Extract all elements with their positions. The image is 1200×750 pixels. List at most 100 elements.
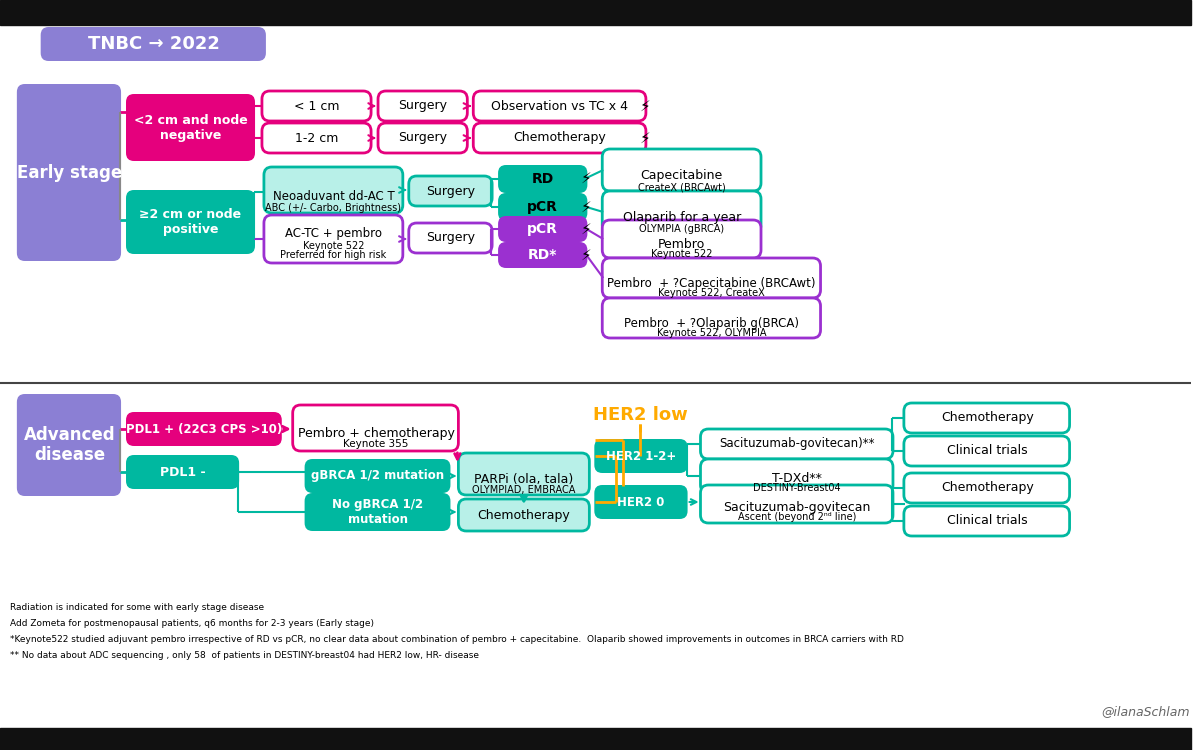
Text: RD: RD [532,172,554,186]
FancyBboxPatch shape [305,493,450,531]
Text: Keynote 355: Keynote 355 [343,439,409,449]
Text: gBRCA 1/2 mutation: gBRCA 1/2 mutation [312,470,444,482]
FancyBboxPatch shape [904,403,1069,433]
Text: Advanced
disease: Advanced disease [24,425,115,464]
Text: PARPi (ola, tala): PARPi (ola, tala) [474,472,574,485]
Text: Sacituzumab-govitecan: Sacituzumab-govitecan [724,500,870,514]
Text: Chemotherapy: Chemotherapy [941,482,1033,494]
FancyBboxPatch shape [126,412,282,446]
Text: Sacituzumab-govitecan)**: Sacituzumab-govitecan)** [719,437,875,451]
Text: Radiation is indicated for some with early stage disease: Radiation is indicated for some with ear… [10,604,264,613]
FancyBboxPatch shape [409,223,492,253]
Text: ≥2 cm or node
positive: ≥2 cm or node positive [139,208,241,236]
Text: Chemotherapy: Chemotherapy [478,509,570,521]
Text: Pembro: Pembro [658,238,706,250]
Text: Capecitabine: Capecitabine [641,170,722,182]
FancyBboxPatch shape [498,193,587,221]
FancyBboxPatch shape [904,506,1069,536]
Text: Observation vs TC x 4: Observation vs TC x 4 [491,100,628,112]
Text: Early stage: Early stage [17,164,122,182]
FancyBboxPatch shape [594,439,688,473]
FancyBboxPatch shape [305,459,450,493]
FancyBboxPatch shape [498,216,587,242]
FancyBboxPatch shape [264,215,403,263]
Text: Pembro  + ?Olaparib g(BRCA): Pembro + ?Olaparib g(BRCA) [624,316,799,329]
Bar [0,728,1190,750]
FancyBboxPatch shape [602,298,821,338]
Text: Keynote 522: Keynote 522 [650,249,713,259]
Text: pCR: pCR [527,222,558,236]
FancyBboxPatch shape [17,84,121,261]
FancyBboxPatch shape [262,91,371,121]
Text: Clinical trials: Clinical trials [947,514,1027,527]
Text: DESTINY-Breast04: DESTINY-Breast04 [752,483,840,493]
Text: Clinical trials: Clinical trials [947,445,1027,458]
Text: 1-2 cm: 1-2 cm [295,131,338,145]
Text: <2 cm and node
negative: <2 cm and node negative [133,114,247,142]
Text: T-DXd**: T-DXd** [772,472,822,484]
Text: Keynote 522: Keynote 522 [302,241,364,251]
Text: AC-TC + pembro: AC-TC + pembro [284,227,382,241]
Text: ⚡: ⚡ [581,200,592,214]
Text: pCR: pCR [527,200,558,214]
FancyBboxPatch shape [602,149,761,191]
Bar [0,0,1190,25]
Text: ⚡: ⚡ [581,170,592,185]
Text: Preferred for high risk: Preferred for high risk [281,250,386,260]
Text: Pembro + chemotherapy: Pembro + chemotherapy [298,427,455,439]
FancyBboxPatch shape [409,176,492,206]
Text: ** No data about ADC sequencing , only 58  of patients in DESTINY-breast04 had H: ** No data about ADC sequencing , only 5… [10,652,479,661]
Text: PDL1 -: PDL1 - [160,466,205,478]
Text: HER2 1-2+: HER2 1-2+ [606,449,676,463]
Text: Keynote 522, CreateX: Keynote 522, CreateX [658,288,764,298]
FancyBboxPatch shape [126,455,239,489]
Text: Surgery: Surgery [398,100,448,112]
Text: Neoaduvant dd-AC T: Neoaduvant dd-AC T [272,190,395,203]
Text: OLYMPIA (gBRCA): OLYMPIA (gBRCA) [640,224,724,234]
FancyBboxPatch shape [701,485,893,523]
FancyBboxPatch shape [262,123,371,153]
Text: CreateX (BRCAwt): CreateX (BRCAwt) [637,182,726,192]
Text: *Keynote522 studied adjuvant pembro irrespective of RD vs pCR, no clear data abo: *Keynote522 studied adjuvant pembro irre… [10,635,904,644]
FancyBboxPatch shape [41,27,266,61]
FancyBboxPatch shape [594,485,688,519]
Text: Chemotherapy: Chemotherapy [514,131,606,145]
Text: Surgery: Surgery [398,131,448,145]
Text: ⚡: ⚡ [640,98,650,113]
FancyBboxPatch shape [602,191,761,233]
FancyBboxPatch shape [126,190,254,254]
Text: No gBRCA 1/2
mutation: No gBRCA 1/2 mutation [332,498,424,526]
FancyBboxPatch shape [473,123,646,153]
Text: HER2 0: HER2 0 [617,496,665,508]
Text: OLYMPIAD, EMBRACA: OLYMPIAD, EMBRACA [472,485,576,495]
FancyBboxPatch shape [602,220,761,258]
Text: PDL1 + (22C3 CPS >10): PDL1 + (22C3 CPS >10) [126,422,282,436]
FancyBboxPatch shape [378,91,467,121]
Text: @ilanaSchlam: @ilanaSchlam [1102,706,1190,718]
Text: Ascent (beyond 2ⁿᵈ line): Ascent (beyond 2ⁿᵈ line) [738,512,856,522]
FancyBboxPatch shape [458,453,589,495]
FancyBboxPatch shape [293,405,458,451]
Text: Chemotherapy: Chemotherapy [941,412,1033,424]
FancyBboxPatch shape [378,123,467,153]
FancyBboxPatch shape [498,165,587,193]
FancyBboxPatch shape [701,459,893,493]
Text: Surgery: Surgery [426,232,475,244]
FancyBboxPatch shape [264,167,403,213]
FancyBboxPatch shape [904,436,1069,466]
Text: ⚡: ⚡ [581,248,592,262]
Text: ⚡: ⚡ [640,130,650,146]
Text: Surgery: Surgery [426,184,475,197]
Text: Add Zometa for postmenopausal patients, q6 months for 2-3 years (Early stage): Add Zometa for postmenopausal patients, … [10,620,374,628]
Text: < 1 cm: < 1 cm [294,100,340,112]
Text: HER2 low: HER2 low [593,406,688,424]
FancyBboxPatch shape [17,394,121,496]
FancyBboxPatch shape [458,499,589,531]
Text: Olaparib for a year: Olaparib for a year [623,211,740,224]
Text: ABC (+/- Carbo, Brightness): ABC (+/- Carbo, Brightness) [265,203,401,213]
FancyBboxPatch shape [904,473,1069,503]
Text: Pembro  + ?Capecitabine (BRCAwt): Pembro + ?Capecitabine (BRCAwt) [607,277,816,290]
Text: RD*: RD* [528,248,558,262]
Text: TNBC → 2022: TNBC → 2022 [88,35,220,53]
FancyBboxPatch shape [701,429,893,459]
